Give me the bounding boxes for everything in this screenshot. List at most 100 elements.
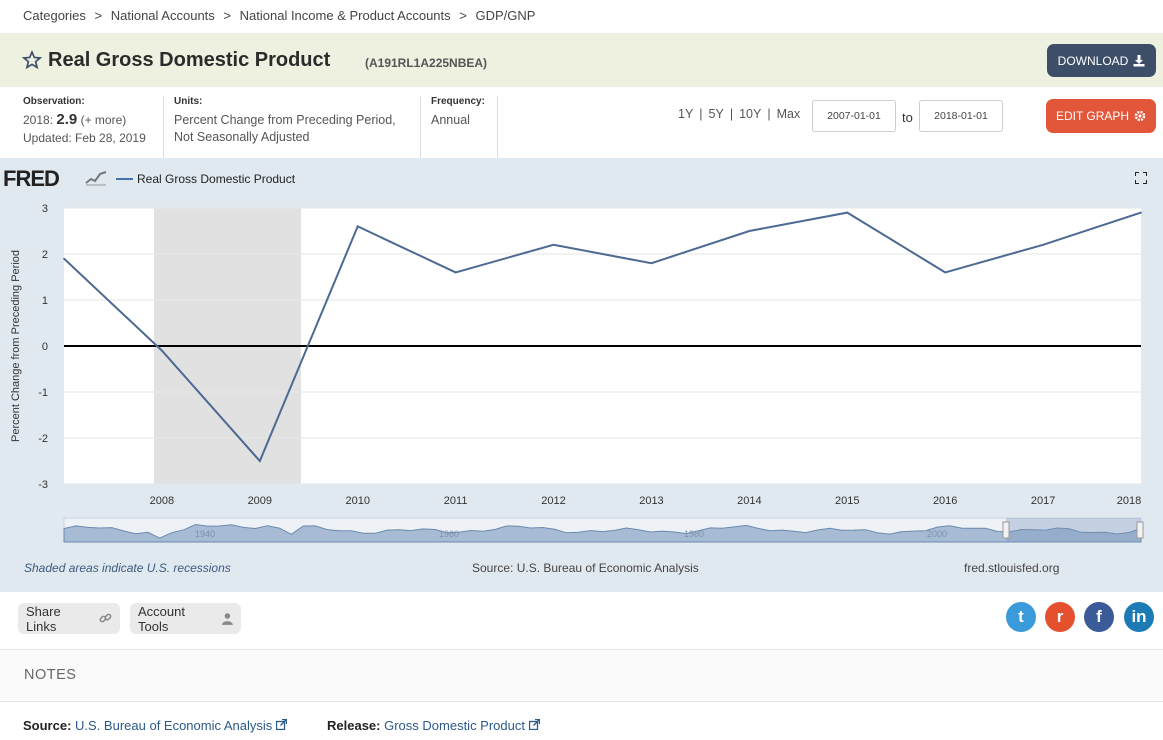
- share-links-button[interactable]: Share Links: [18, 603, 120, 634]
- legend-swatch: [116, 178, 133, 180]
- y-tick-label: -3: [38, 479, 48, 491]
- frequency-value: Annual: [431, 113, 470, 127]
- site-url: fred.stlouisfed.org: [964, 561, 1060, 575]
- range-max[interactable]: Max: [776, 107, 801, 121]
- units-value-line2: Not Seasonally Adjusted: [174, 130, 310, 144]
- link-icon: [99, 613, 112, 623]
- edit-graph-button[interactable]: EDIT GRAPH: [1046, 99, 1156, 133]
- download-icon: [1133, 54, 1145, 66]
- facebook-glyph: f: [1096, 607, 1102, 626]
- fullscreen-icon[interactable]: [1135, 172, 1147, 184]
- series-line: [63, 211, 1142, 463]
- observation-label: Observation:: [23, 96, 85, 107]
- units-block: Units: Percent Change from Preceding Per…: [174, 96, 396, 146]
- notes-source-label: Source:: [23, 718, 72, 733]
- reddit-glyph: r: [1056, 607, 1064, 626]
- fred-chart-icon: [85, 171, 107, 186]
- x-tick-label: 2009: [248, 495, 272, 507]
- external-link-icon: [275, 718, 288, 731]
- data-point: [846, 211, 849, 214]
- gear-icon: [1134, 110, 1146, 122]
- breadcrumb-separator: >: [223, 8, 232, 23]
- data-point: [944, 271, 946, 274]
- source-note: Source: U.S. Bureau of Economic Analysis: [472, 561, 699, 575]
- facebook-icon[interactable]: f: [1084, 602, 1114, 632]
- breadcrumb-item-gdp-gnp[interactable]: GDP/GNP: [475, 8, 536, 23]
- notes-release: Release: Gross Domestic Product: [327, 718, 540, 733]
- data-point: [1140, 211, 1142, 214]
- reddit-icon[interactable]: r: [1045, 602, 1075, 632]
- legend-label: Real Gross Domestic Product: [137, 172, 296, 186]
- breadcrumb: Categories > National Accounts > Nationa…: [23, 8, 535, 23]
- data-point: [650, 262, 653, 264]
- end-date-input[interactable]: 2018-01-01: [919, 100, 1003, 132]
- x-tick-label: 2012: [541, 495, 565, 507]
- start-date-input[interactable]: 2007-01-01: [812, 100, 896, 132]
- x-tick-label: 2016: [933, 495, 957, 507]
- range-5y[interactable]: 5Y: [708, 107, 724, 121]
- frequency-block: Frequency: Annual: [431, 96, 485, 129]
- navigator-area: [63, 523, 1142, 543]
- account-tools-button[interactable]: Account Tools: [130, 603, 241, 634]
- navigator-label: 1960: [439, 529, 459, 539]
- twitter-glyph: t: [1018, 607, 1024, 626]
- data-point: [161, 349, 163, 352]
- x-tick-label: 2008: [150, 495, 174, 507]
- user-icon: [222, 612, 233, 625]
- external-link-icon: [528, 718, 540, 731]
- x-tick-label: 2011: [444, 495, 468, 507]
- navigator-label: 2000: [927, 529, 947, 539]
- data-point: [748, 230, 751, 232]
- updated-date: Updated: Feb 28, 2019: [23, 131, 146, 145]
- linkedin-glyph: in: [1131, 607, 1147, 626]
- observation-block: Observation: 2018: 2.9 (+ more) Updated:…: [23, 96, 146, 145]
- divider: [420, 96, 421, 158]
- notes-header-band: [0, 650, 1163, 701]
- title-bar: [0, 33, 1163, 87]
- divider: [0, 649, 1163, 650]
- data-point: [1042, 244, 1044, 246]
- download-button[interactable]: DOWNLOAD: [1047, 44, 1156, 77]
- date-to-label: to: [902, 110, 913, 125]
- observation-value: 2.9: [56, 111, 78, 128]
- breadcrumb-item-national-accounts[interactable]: National Accounts: [110, 8, 215, 23]
- share-links-label: Share Links: [26, 603, 61, 634]
- navigator-handle-right[interactable]: [1136, 521, 1144, 539]
- y-tick-label: 3: [42, 203, 48, 215]
- y-tick-label: -2: [38, 433, 48, 445]
- twitter-icon[interactable]: t: [1006, 602, 1036, 632]
- edit-graph-label: EDIT GRAPH: [1055, 109, 1130, 123]
- y-tick-label: -1: [38, 387, 48, 399]
- units-value-line1: Percent Change from Preceding Period,: [174, 113, 396, 127]
- data-point: [454, 271, 457, 274]
- notes-release-label: Release:: [327, 718, 381, 733]
- observation-more-link[interactable]: (+ more): [80, 113, 127, 127]
- range-buttons: 1Y | 5Y | 10Y | Max: [678, 107, 801, 121]
- navigator-selection: [1006, 518, 1141, 542]
- x-tick-label: 2013: [639, 495, 663, 507]
- y-tick-label: 1: [42, 295, 48, 307]
- recession-note[interactable]: Shaded areas indicate U.S. recessions: [24, 561, 231, 575]
- data-point: [259, 460, 261, 462]
- range-10y[interactable]: 10Y: [739, 107, 762, 121]
- notes-heading: NOTES: [24, 667, 77, 683]
- navigator-label: 1980: [684, 529, 704, 539]
- x-tick-label: 2015: [835, 495, 859, 507]
- x-tick-label: 2014: [737, 495, 761, 507]
- page-title: Real Gross Domestic Product: [48, 49, 331, 71]
- range-1y[interactable]: 1Y: [678, 107, 694, 121]
- y-tick-label: 0: [42, 341, 48, 353]
- notes-release-link[interactable]: Gross Domestic Product: [384, 718, 525, 733]
- breadcrumb-separator: >: [94, 8, 103, 23]
- navigator-handle-left[interactable]: [1002, 521, 1010, 539]
- breadcrumb-item-categories[interactable]: Categories: [23, 8, 86, 23]
- divider: [0, 701, 1163, 702]
- x-tick-label: 2018: [1117, 495, 1141, 507]
- divider: [497, 96, 498, 158]
- account-tools-label: Account Tools: [138, 603, 185, 634]
- breadcrumb-item-nipa[interactable]: National Income & Product Accounts: [239, 8, 451, 23]
- navigator-label: 1940: [195, 529, 215, 539]
- linkedin-icon[interactable]: in: [1124, 602, 1154, 632]
- notes-source-link[interactable]: U.S. Bureau of Economic Analysis: [75, 718, 273, 733]
- star-icon[interactable]: [22, 50, 42, 70]
